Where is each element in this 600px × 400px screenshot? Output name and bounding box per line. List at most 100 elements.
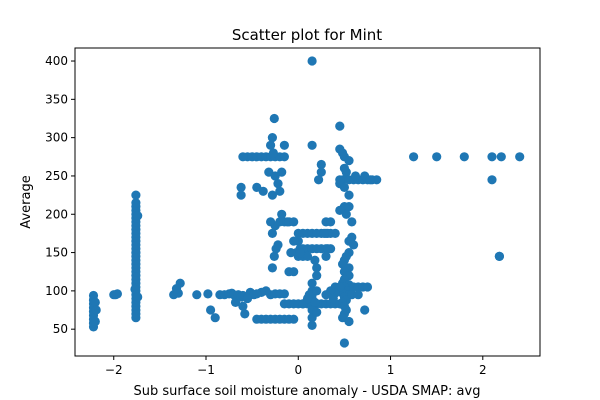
scatter-point bbox=[372, 175, 382, 185]
scatter-point bbox=[344, 190, 354, 200]
scatter-point bbox=[279, 289, 289, 299]
scatter-point bbox=[312, 263, 322, 273]
y-axis: 50 100 150 200 250 300 350 400 bbox=[45, 54, 75, 336]
scatter-point bbox=[487, 152, 497, 162]
scatter-point bbox=[347, 290, 357, 300]
scatter-point bbox=[277, 209, 287, 219]
points-layer bbox=[88, 56, 525, 348]
scatter-point bbox=[344, 156, 354, 166]
scatter-point bbox=[350, 171, 361, 181]
chart-title: Scatter plot for Mint bbox=[232, 26, 382, 44]
scatter-point bbox=[267, 228, 277, 238]
y-tick-label: 250 bbox=[45, 169, 68, 183]
scatter-point bbox=[335, 175, 345, 185]
scatter-point bbox=[192, 290, 202, 300]
scatter-point bbox=[273, 179, 283, 189]
scatter-point bbox=[349, 240, 359, 250]
scatter-point bbox=[321, 290, 331, 300]
scatter-point bbox=[319, 228, 329, 238]
y-tick-label: 50 bbox=[53, 322, 68, 336]
scatter-point bbox=[365, 175, 375, 185]
scatter-point bbox=[238, 152, 248, 162]
scatter-point bbox=[133, 292, 143, 302]
scatter-point bbox=[335, 121, 345, 131]
scatter-point bbox=[302, 293, 313, 304]
scatter-point bbox=[339, 338, 349, 348]
scatter-point bbox=[360, 305, 370, 315]
scatter-point bbox=[326, 217, 336, 227]
scatter-point bbox=[206, 305, 216, 315]
scatter-point bbox=[347, 217, 357, 227]
scatter-point bbox=[409, 152, 419, 162]
y-tick-label: 150 bbox=[45, 246, 68, 260]
scatter-point bbox=[515, 152, 525, 162]
x-tick-label: −2 bbox=[105, 363, 123, 377]
y-tick-label: 350 bbox=[45, 92, 68, 106]
x-tick-label: −1 bbox=[197, 363, 215, 377]
scatter-point bbox=[267, 190, 277, 200]
scatter-point bbox=[131, 190, 141, 200]
scatter-point bbox=[210, 313, 220, 323]
scatter-point bbox=[496, 152, 506, 162]
scatter-point bbox=[307, 140, 317, 150]
y-tick-label: 200 bbox=[45, 207, 68, 221]
x-tick-label: 2 bbox=[479, 363, 487, 377]
scatter-point bbox=[312, 271, 322, 281]
scatter-point bbox=[131, 198, 141, 208]
scatter-point bbox=[330, 228, 340, 238]
scatter-point bbox=[269, 251, 279, 261]
scatter-point bbox=[328, 293, 338, 304]
scatter-point bbox=[240, 309, 250, 319]
scatter-point bbox=[236, 190, 246, 200]
scatter-point bbox=[302, 251, 313, 261]
scatter-point bbox=[321, 251, 331, 261]
scatter-point bbox=[344, 202, 354, 212]
scatter-point bbox=[341, 167, 351, 177]
scatter-point bbox=[238, 301, 248, 311]
scatter-point bbox=[289, 267, 299, 277]
scatter-point bbox=[266, 140, 276, 150]
scatter-point bbox=[171, 284, 182, 294]
scatter-point bbox=[312, 307, 322, 317]
scatter-point bbox=[268, 148, 278, 158]
scatter-point bbox=[277, 167, 287, 177]
scatter-point bbox=[267, 263, 277, 273]
scatter-point bbox=[310, 297, 320, 307]
scatter-point bbox=[267, 133, 277, 143]
scatter-point bbox=[316, 167, 326, 177]
scatter-point bbox=[266, 217, 276, 227]
scatter-point bbox=[279, 140, 289, 150]
y-tick-label: 300 bbox=[45, 131, 68, 145]
scatter-point bbox=[273, 240, 283, 250]
scatter-point bbox=[90, 297, 100, 307]
scatter-point bbox=[312, 286, 322, 296]
scatter-point bbox=[295, 248, 305, 258]
x-axis: −2 −1 0 1 2 bbox=[105, 356, 487, 377]
scatter-point bbox=[307, 320, 317, 330]
x-tick-label: 0 bbox=[294, 363, 302, 377]
scatter-point bbox=[289, 314, 299, 324]
scatter-point bbox=[289, 217, 299, 227]
scatter-point bbox=[252, 289, 262, 299]
scatter-point bbox=[130, 284, 140, 294]
scatter-point bbox=[307, 278, 317, 288]
scatter-point bbox=[310, 255, 320, 265]
scatter-point bbox=[494, 251, 504, 261]
axes-frame bbox=[74, 47, 541, 357]
scatter-point bbox=[275, 186, 285, 196]
scatter-point bbox=[258, 186, 268, 196]
scatter-point bbox=[286, 248, 296, 258]
scatter-point bbox=[459, 152, 469, 162]
scatter-point bbox=[316, 159, 326, 170]
scatter-point bbox=[289, 236, 299, 246]
scatter-point bbox=[133, 211, 143, 221]
scatter-point bbox=[323, 244, 333, 254]
scatter-point bbox=[335, 205, 345, 215]
scatter-point bbox=[91, 305, 101, 315]
scatter-point bbox=[269, 113, 279, 124]
scatter-point bbox=[353, 290, 363, 300]
y-tick-label: 100 bbox=[45, 284, 68, 298]
